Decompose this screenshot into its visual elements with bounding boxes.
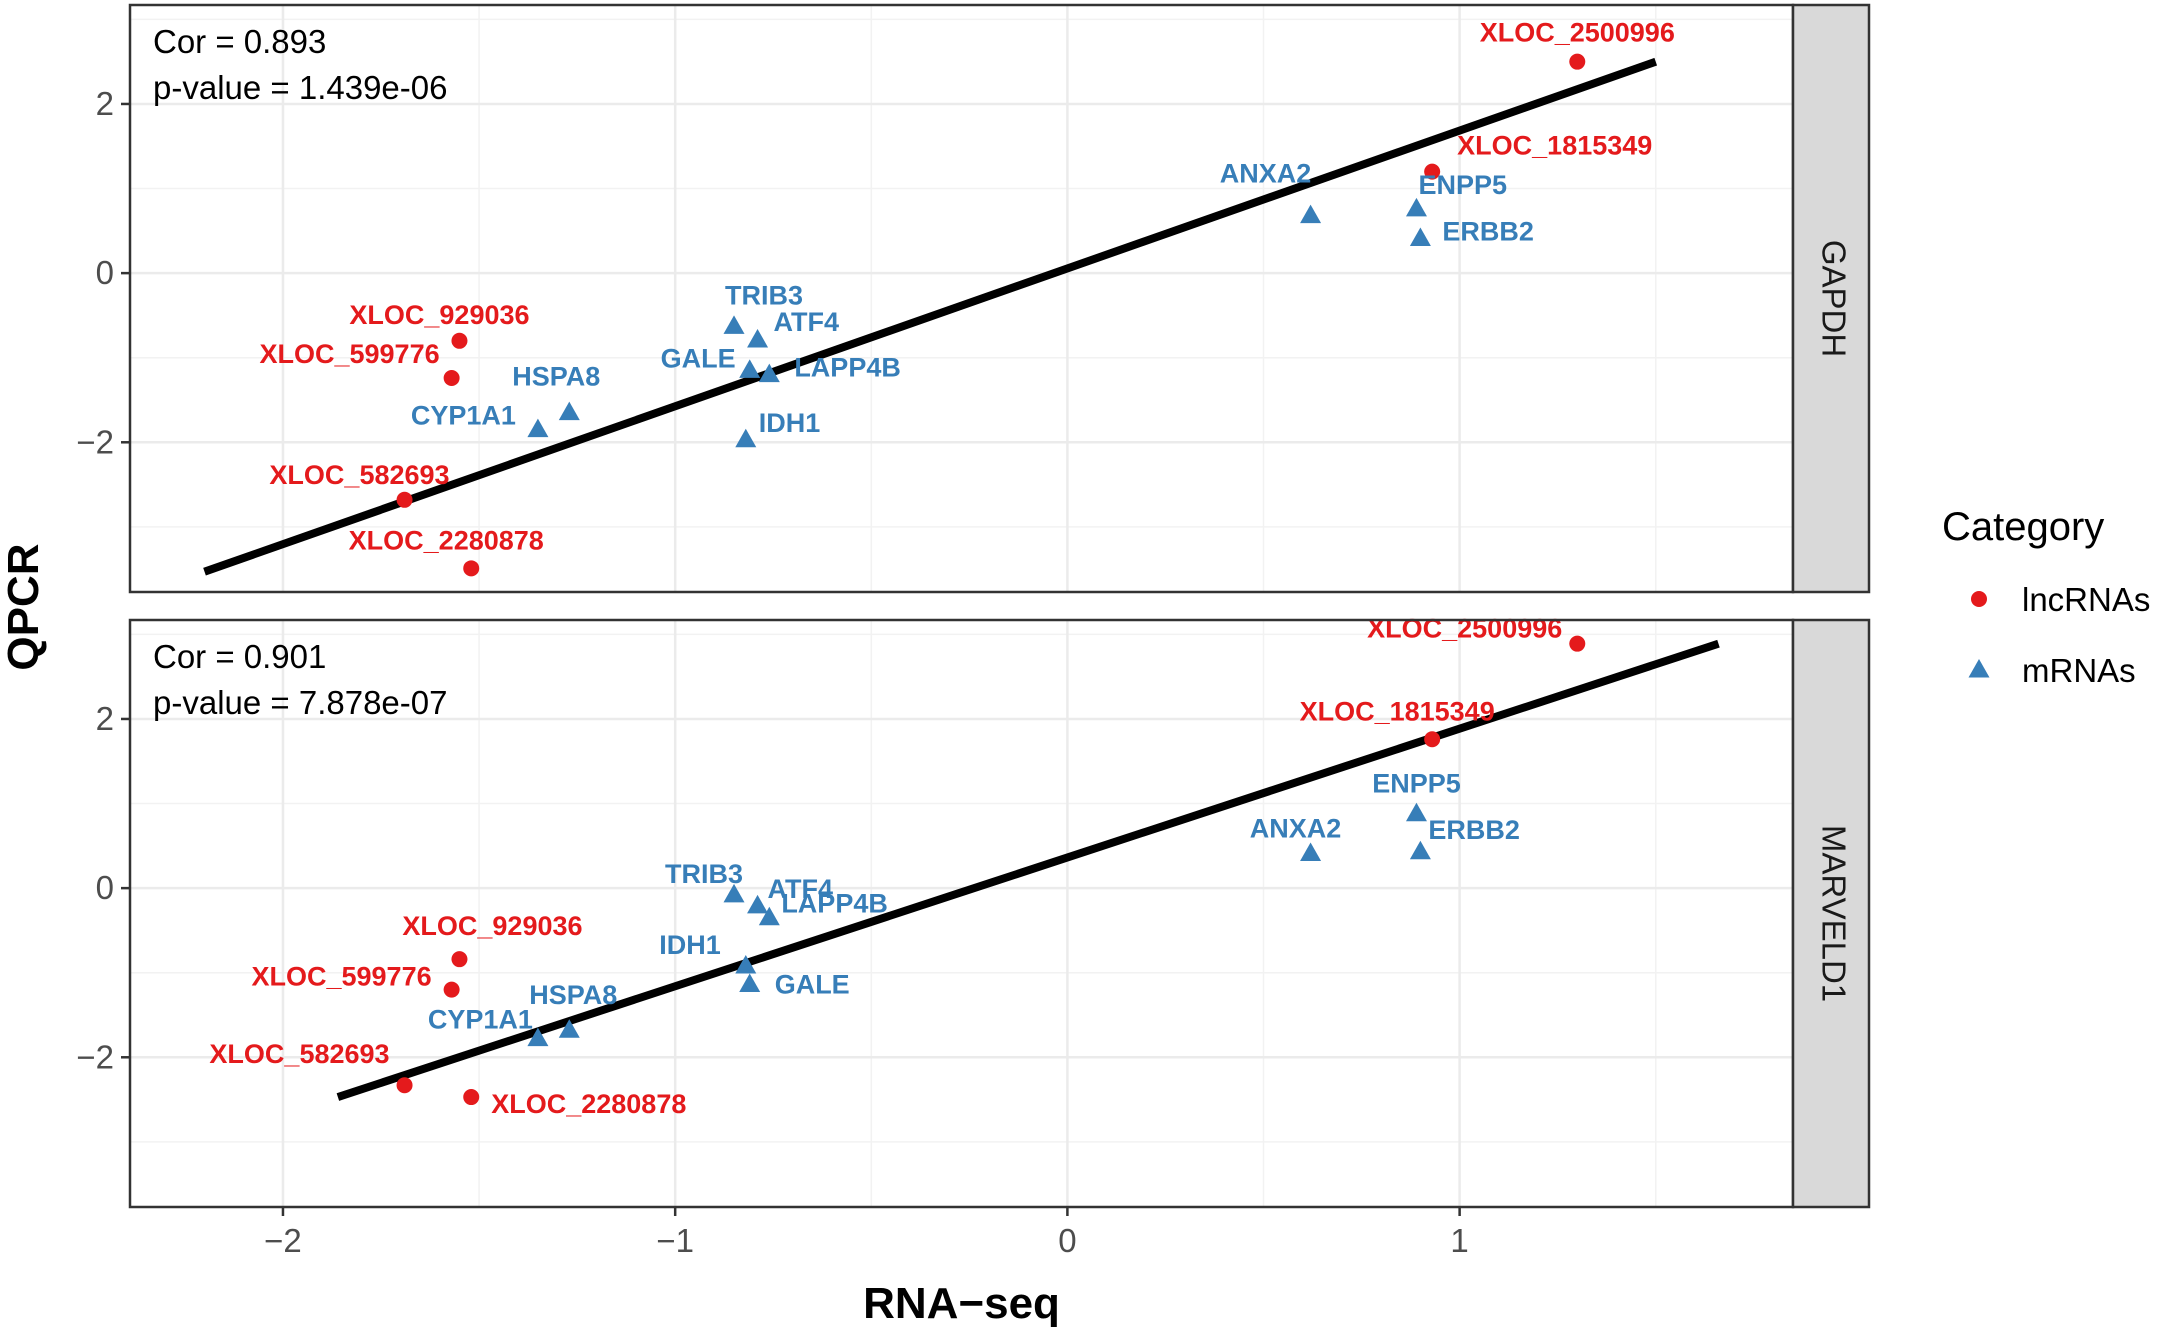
regression-line [203,57,1658,576]
point-xloc-599776 [443,370,460,387]
x-tick-label: 0 [1058,1222,1076,1259]
point-label-gale: GALE [661,343,736,373]
legend-key-mrnas [1968,659,1990,678]
y-tick-label: 0 [96,254,114,291]
point-label-erbb2: ERBB2 [1442,216,1534,246]
point-label-lapp4b: LAPP4B [794,353,901,383]
p-value-text: p-value = 1.439e-06 [153,69,447,106]
legend: Category lncRNAs mRNAs [1942,505,2150,689]
legend-key-lncrnas [1971,591,1987,607]
point-cyp1a1 [527,1027,549,1047]
point-label-xloc-599776: XLOC_599776 [251,962,431,992]
point-label-xloc-582693: XLOC_582693 [209,1039,389,1069]
point-idh1 [735,428,757,448]
point-label-xloc-929036: XLOC_929036 [349,300,529,330]
point-enpp5 [1405,802,1427,822]
p-value-text: p-value = 7.878e-07 [153,684,447,721]
point-xloc-582693 [396,491,413,508]
y-tick-label: −2 [76,423,114,460]
x-axis-title: RNA−seq [863,1279,1060,1328]
point-enpp5 [1405,197,1427,217]
point-label-cyp1a1: CYP1A1 [411,401,516,431]
y-axis-title: QPCR [0,543,48,670]
point-label-gale: GALE [775,970,850,1000]
point-label-idh1: IDH1 [659,930,721,960]
point-xloc-2280878 [463,1089,480,1106]
regression-line [336,639,1720,1101]
point-gale [739,973,761,993]
point-trib3 [723,315,745,334]
legend-title: Category [1942,505,2104,549]
point-hspa8 [558,401,580,421]
point-label-hspa8: HSPA8 [529,980,617,1010]
point-trib3 [723,883,745,903]
point-xloc-1815349 [1424,163,1441,180]
facet-strip-label: MARVELD1 [1815,825,1852,1002]
point-label-xloc-599776: XLOC_599776 [259,339,439,369]
point-erbb2 [1409,227,1431,246]
point-xloc-2280878 [463,560,480,577]
point-xloc-929036 [451,951,468,968]
point-xloc-2500996 [1569,53,1586,70]
point-label-atf4: ATF4 [774,307,840,337]
point-label-xloc-582693: XLOC_582693 [269,460,449,490]
facet-strip-label: GAPDH [1815,240,1852,357]
y-tick-label: 2 [96,85,114,122]
point-xloc-2500996 [1569,635,1586,652]
point-lapp4b [758,906,780,926]
point-label-enpp5: ENPP5 [1372,769,1461,799]
point-anxa2 [1300,842,1322,861]
point-label-xloc-2280878: XLOC_2280878 [349,525,544,555]
point-idh1 [735,954,757,974]
point-anxa2 [1300,204,1322,224]
point-label-xloc-2500996: XLOC_2500996 [1367,614,1562,644]
y-tick-label: 0 [96,869,114,906]
point-label-xloc-1815349: XLOC_1815349 [1300,696,1495,726]
point-xloc-929036 [451,332,468,349]
legend-label-mrnas: mRNAs [2022,652,2136,689]
x-tick-label: 1 [1450,1222,1468,1259]
x-tick-label: −2 [264,1222,302,1259]
point-erbb2 [1409,840,1431,860]
y-tick-label: 2 [96,700,114,737]
y-tick-label: −2 [76,1038,114,1075]
point-cyp1a1 [527,418,549,438]
point-xloc-1815349 [1424,731,1441,748]
point-label-anxa2: ANXA2 [1220,159,1312,189]
correlation-text: Cor = 0.893 [153,23,326,60]
point-gale [739,359,761,378]
point-label-xloc-2500996: XLOC_2500996 [1480,18,1675,48]
panel-marveld1: XLOC_2500996 XLOC_1815349 XLOC_929036 XLOC_… [76,614,1871,1209]
point-hspa8 [558,1019,580,1038]
facet-strip [1791,3,1871,594]
point-label-idh1: IDH1 [759,408,821,438]
point-label-xloc-1815349: XLOC_1815349 [1457,131,1652,161]
point-xloc-582693 [396,1077,413,1094]
x-tick-label: −1 [656,1222,694,1259]
point-label-trib3: TRIB3 [725,280,803,310]
point-label-xloc-2280878: XLOC_2280878 [491,1089,686,1119]
point-label-enpp5: ENPP5 [1418,170,1507,200]
point-label-hspa8: HSPA8 [512,362,600,392]
legend-label-lncrnas: lncRNAs [2022,581,2150,618]
point-label-atf4: ATF4 [768,874,834,904]
point-label-lapp4b: LAPP4B [781,889,888,919]
point-label-cyp1a1: CYP1A1 [428,1005,533,1035]
point-label-trib3: TRIB3 [665,859,743,889]
correlation-text: Cor = 0.901 [153,638,326,675]
facet-strip [1791,618,1871,1209]
point-label-anxa2: ANXA2 [1250,813,1342,843]
point-atf4 [747,894,769,914]
point-lapp4b [758,363,780,383]
point-atf4 [747,328,769,348]
point-label-xloc-929036: XLOC_929036 [402,911,582,941]
point-label-erbb2: ERBB2 [1428,815,1520,845]
point-xloc-599776 [443,981,460,998]
panel-gapdh: XLOC_2500996 XLOC_1815349 XLOC_929036 XLOC_… [76,3,1871,594]
